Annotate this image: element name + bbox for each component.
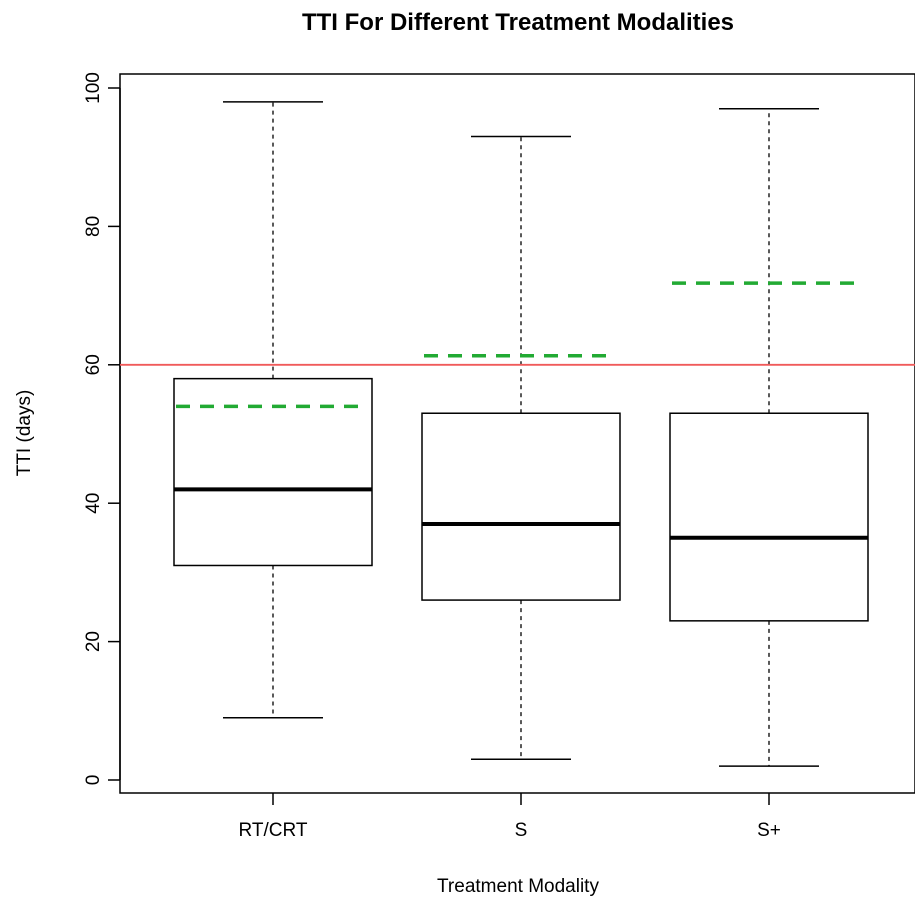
x-tick-label: S [515, 820, 528, 841]
iqr-box [173, 377, 373, 567]
y-axis: 0 20 40 60 80 100 [83, 72, 121, 786]
y-tick-label: 0 [83, 775, 104, 786]
y-tick-label: 80 [83, 216, 104, 237]
y-tick-label: 40 [83, 493, 104, 514]
box-s [421, 135, 621, 760]
x-axis-label: Treatment Modality [437, 876, 599, 897]
y-tick-label: 60 [83, 354, 104, 375]
boxes-group [173, 101, 869, 767]
x-tick-label: RT/CRT [239, 820, 308, 841]
y-tick-label: 100 [83, 72, 104, 104]
mean-lines-group [176, 281, 860, 409]
x-axis: RT/CRT S S+ [239, 793, 781, 841]
box-s- [669, 108, 869, 767]
iqr-box [669, 412, 869, 622]
y-axis-label: TTI (days) [14, 390, 35, 477]
iqr-box [421, 412, 621, 601]
y-tick-label: 20 [83, 631, 104, 652]
chart-title: TTI For Different Treatment Modalities [302, 9, 734, 36]
x-tick-label: S+ [757, 820, 781, 841]
box-rt-crt [173, 101, 373, 719]
